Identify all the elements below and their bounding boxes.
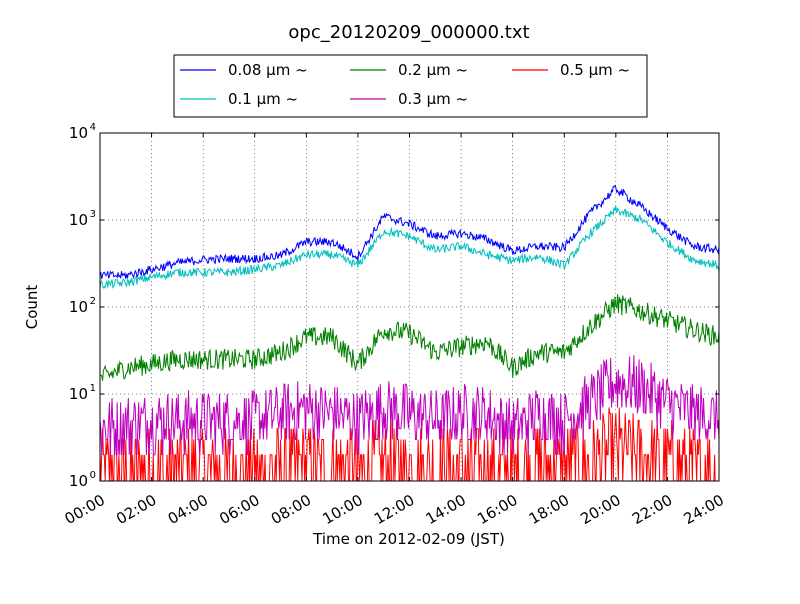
x-tick-label: 18:00 <box>526 491 572 528</box>
y-tick-label: 10 <box>69 298 88 316</box>
x-tick-label: 14:00 <box>423 491 469 528</box>
x-axis-label: Time on 2012-02-09 (JST) <box>312 530 505 548</box>
legend-box <box>173 54 648 118</box>
y-tick-label: 10 <box>69 211 88 229</box>
y-tick-label: 10 <box>69 472 88 490</box>
x-tick-label: 12:00 <box>371 491 417 528</box>
y-tick-exponent: 3 <box>90 209 96 220</box>
legend: 0.08 μm ~ 0.1 μm ~ 0.2 μm ~ 0.3 μm ~ 0.5 μm … <box>173 54 648 118</box>
chart-title: opc_20120209_000000.txt <box>288 22 529 43</box>
x-tick-label: 10:00 <box>319 491 365 528</box>
x-tick-label: 08:00 <box>268 491 314 528</box>
legend-label-4: 0.5 μm ~ <box>560 61 630 79</box>
y-tick-exponent: 1 <box>90 383 96 394</box>
x-tick-label: 24:00 <box>681 491 727 528</box>
series-line-2 <box>100 294 719 381</box>
legend-label-3: 0.3 μm ~ <box>398 90 468 108</box>
series-line-4 <box>100 407 719 481</box>
series-line-1 <box>100 205 719 289</box>
x-tick-label: 00:00 <box>62 491 108 528</box>
plot-area <box>100 184 719 481</box>
series-line-0 <box>100 184 719 280</box>
y-tick-label: 10 <box>69 385 88 403</box>
legend-label-1: 0.1 μm ~ <box>228 90 298 108</box>
x-tick-label: 22:00 <box>629 491 675 528</box>
x-tick-label: 20:00 <box>577 491 623 528</box>
series-layer <box>100 184 719 481</box>
x-tick-label: 06:00 <box>216 491 262 528</box>
y-tick-exponent: 0 <box>90 470 96 481</box>
x-tick-label: 16:00 <box>474 491 520 528</box>
x-tick-label: 02:00 <box>113 491 159 528</box>
y-tick-label: 10 <box>69 124 88 142</box>
y-tick-exponent: 4 <box>90 122 96 133</box>
y-tick-exponent: 2 <box>90 296 96 307</box>
series-line-3 <box>100 355 719 456</box>
y-axis-label: Count <box>23 285 41 330</box>
legend-label-0: 0.08 μm ~ <box>228 61 308 79</box>
legend-label-2: 0.2 μm ~ <box>398 61 468 79</box>
x-tick-label: 04:00 <box>165 491 211 528</box>
